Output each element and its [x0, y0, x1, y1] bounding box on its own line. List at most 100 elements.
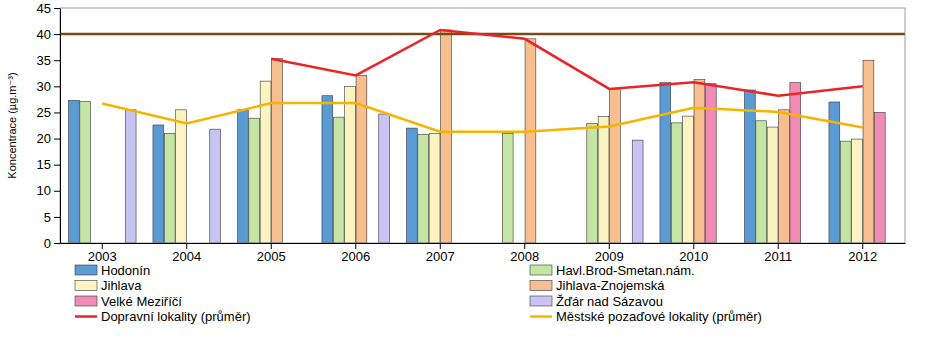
tick-mark	[54, 60, 60, 61]
legend-item: Jihlava	[75, 278, 142, 293]
tick-mark	[102, 243, 103, 249]
bar	[249, 118, 260, 243]
tick-label: 2008	[510, 249, 539, 264]
legend-swatch	[75, 281, 97, 291]
legend-item: Městské pozaďové lokality (průměr)	[530, 309, 762, 324]
tick-label: 45	[37, 1, 51, 16]
tick: 5	[44, 210, 60, 225]
bar-series	[705, 83, 885, 243]
tick-mark	[54, 139, 60, 140]
bar	[610, 89, 621, 243]
tick: 20	[37, 131, 60, 146]
bar	[874, 112, 885, 243]
bar	[671, 123, 682, 243]
tick-mark	[54, 86, 60, 87]
tick: 45	[37, 1, 60, 16]
legend-swatch	[530, 315, 552, 318]
tick: 2006	[341, 243, 370, 264]
bar	[525, 39, 536, 243]
bar	[863, 60, 874, 243]
bar	[80, 101, 91, 243]
legend-item: Havl.Brod-Smetan.nám.	[530, 263, 695, 278]
bar	[210, 129, 221, 243]
bar	[418, 134, 429, 243]
legend-item: Jihlava-Znojemská	[530, 278, 665, 293]
tick: 2009	[595, 243, 624, 264]
tick: 2011	[764, 243, 792, 264]
bar	[587, 123, 598, 243]
tick-label: 25	[37, 105, 51, 120]
bar	[683, 116, 694, 243]
line	[102, 103, 863, 132]
bar	[345, 86, 356, 243]
bar	[694, 80, 705, 243]
legend-label: Městské pozaďové lokality (průměr)	[556, 309, 762, 324]
bar	[176, 110, 187, 243]
tick: 10	[37, 183, 60, 198]
legend-label: Jihlava-Znojemská	[556, 278, 665, 293]
bar	[441, 30, 452, 243]
tick-label: 15	[37, 157, 51, 172]
tick: 2004	[172, 243, 201, 264]
legend-item: Žďár nad Sázavou	[530, 294, 663, 309]
legend-swatch	[75, 296, 97, 306]
tick: 40	[37, 27, 60, 42]
legend-swatch	[530, 281, 552, 291]
legend-label: Žďár nad Sázavou	[556, 294, 663, 309]
bar	[756, 121, 767, 243]
bar	[164, 133, 175, 243]
tick-label: 0	[44, 236, 51, 251]
tick-label: 2007	[426, 249, 455, 264]
tick-mark	[54, 34, 60, 35]
legend-label: Dopravní lokality (průměr)	[101, 309, 251, 324]
marks	[60, 30, 905, 243]
tick-mark	[186, 243, 187, 249]
bar	[632, 140, 643, 243]
bar	[852, 139, 863, 243]
bar	[333, 117, 344, 243]
tick: 2007	[426, 243, 455, 264]
tick-label: 2011	[764, 249, 792, 264]
legend-swatch	[530, 296, 552, 306]
tick: 0	[44, 236, 60, 251]
tick-label: 2005	[257, 249, 286, 264]
tick-label: 40	[37, 27, 51, 42]
legend-label: Velké Meziříčí	[101, 294, 182, 309]
bar	[272, 59, 283, 243]
tick-mark	[54, 8, 60, 9]
tick-label: 35	[37, 53, 51, 68]
tick: 25	[37, 105, 60, 120]
tick-mark	[54, 112, 60, 113]
line	[271, 30, 863, 96]
tick-mark	[54, 217, 60, 218]
tick: 2010	[679, 243, 708, 264]
tick-mark	[524, 243, 525, 249]
legend-item: Dopravní lokality (průměr)	[75, 309, 251, 324]
bar-series	[80, 101, 851, 243]
chart: 0 5 10 15 20 25 30 35 40 45 2003 2004 2005 2006 2007 20…	[0, 0, 934, 338]
tick-mark	[54, 165, 60, 166]
tick-mark	[440, 243, 441, 249]
tick-label: 30	[37, 79, 51, 94]
bar	[125, 110, 136, 243]
tick-mark	[54, 243, 60, 244]
tick: 2005	[257, 243, 286, 264]
legend-swatch	[530, 265, 552, 275]
bar	[598, 117, 609, 243]
legend-swatch	[75, 315, 97, 318]
tick-label: 20	[37, 131, 51, 146]
tick-mark	[862, 243, 863, 249]
tick: 2003	[88, 243, 117, 264]
tick-label: 2004	[172, 249, 201, 264]
tick-label: 2006	[341, 249, 370, 264]
tick: 15	[37, 157, 60, 172]
legend-label: Havl.Brod-Smetan.nám.	[556, 263, 695, 278]
bar	[153, 125, 164, 243]
tick-label: 5	[44, 210, 51, 225]
x-axis: 2003200420052006200720082009201020112012	[61, 243, 906, 264]
tick-mark	[778, 243, 779, 249]
bar	[429, 133, 440, 243]
bar	[356, 75, 367, 243]
legend-item: Hodonín	[75, 263, 150, 278]
legend-swatch	[75, 265, 97, 275]
